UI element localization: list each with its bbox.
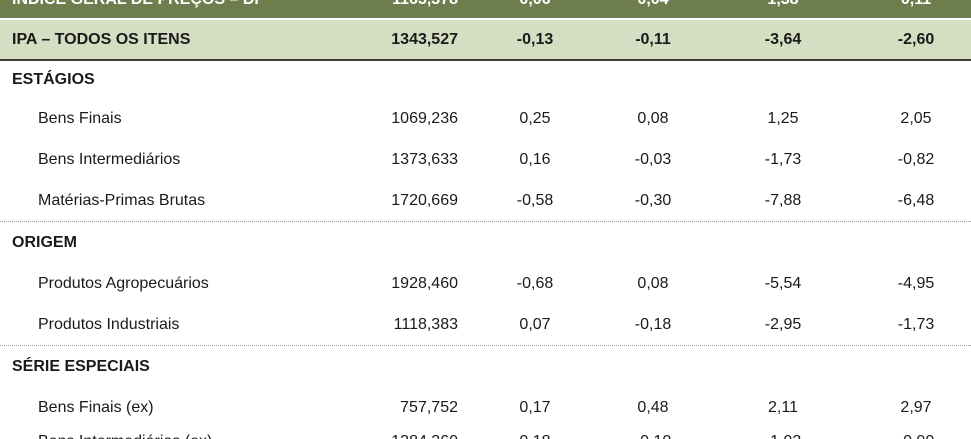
igp-di-row: ÍNDICE GERAL DE PREÇOS – DI 1163,378 0,0…	[0, 0, 971, 18]
variation-col-3: -5,54	[764, 274, 802, 292]
ipa-highlight-band: IPA – TODOS OS ITENS 1343,527 -0,13 -0,1…	[0, 20, 971, 61]
variation-col-2: -0,03	[634, 150, 672, 168]
variation-col-1: -0,68	[516, 274, 554, 292]
row-label: Bens Intermediários (ex)	[0, 433, 323, 439]
variation-col-4: 0,11	[861, 0, 971, 9]
row-label: Produtos Industriais	[38, 315, 180, 333]
index-number: 1343,527	[391, 30, 458, 48]
variation-col-3: -3,64	[764, 30, 802, 48]
variation-col-4: 2,05	[900, 109, 932, 127]
ipa-row: IPA – TODOS OS ITENS 1343,527 -0,13 -0,1…	[0, 20, 971, 59]
variation-col-4: -1,73	[897, 315, 935, 333]
variation-col-2: -0,11	[635, 30, 671, 48]
table-row: Bens Finais (ex) 757,752 0,17 0,48 2,11 …	[0, 387, 971, 428]
variation-col-4: 2,97	[900, 398, 932, 416]
section-title: ESTÁGIOS	[12, 70, 95, 88]
variation-col-4: -4,95	[897, 274, 935, 292]
row-label: Bens Finais	[38, 109, 122, 127]
table-row-partially-cut: Bens Intermediários (ex) 1384,360 0,18 -…	[0, 421, 971, 439]
variation-col-4: -0,82	[897, 150, 935, 168]
section-estagios: ESTÁGIOS Bens Finais 1069,236 0,25 0,08 …	[0, 61, 971, 221]
section-serie-especiais: SÉRIE ESPECIAIS Bens Finais (ex) 757,752…	[0, 345, 971, 439]
section-origem: ORIGEM Produtos Agropecuários 1928,460 -…	[0, 221, 971, 345]
variation-col-1: 0,25	[519, 109, 551, 127]
variation-col-3: -7,88	[764, 191, 802, 209]
table-row: Matérias-Primas Brutas 1720,669 -0,58 -0…	[0, 180, 971, 221]
variation-col-2: 0,04	[598, 0, 708, 9]
igp-di-header-band: ÍNDICE GERAL DE PREÇOS – DI 1163,378 0,0…	[0, 0, 971, 18]
index-number: 1928,460	[391, 274, 458, 292]
variation-col-3: -1,93	[728, 433, 838, 439]
variation-col-4: -6,48	[897, 191, 935, 209]
variation-col-1: 0,07	[519, 315, 551, 333]
variation-col-1: -0,58	[516, 191, 554, 209]
variation-col-3: -2,95	[764, 315, 802, 333]
variation-col-1: 0,17	[519, 398, 551, 416]
index-number: 1720,669	[391, 191, 458, 209]
table-row: Bens Intermediários 1373,633 0,16 -0,03 …	[0, 139, 971, 180]
row-label: IPA – TODOS OS ITENS	[12, 30, 191, 48]
variation-col-2: -0,30	[634, 191, 672, 209]
row-label: Bens Finais (ex)	[38, 398, 154, 416]
variation-col-3: 2,11	[768, 398, 798, 416]
variation-col-1: 0,18	[480, 433, 590, 439]
variation-col-2: -0,10	[598, 433, 708, 439]
variation-col-2: 0,48	[637, 398, 669, 416]
index-number: 1118,383	[393, 315, 458, 333]
variation-col-2: 0,08	[637, 274, 669, 292]
section-title: SÉRIE ESPECIAIS	[0, 345, 971, 387]
variation-col-4: -2,60	[897, 30, 935, 48]
section-title: ORIGEM	[0, 221, 971, 263]
row-label: ÍNDICE GERAL DE PREÇOS – DI	[0, 0, 323, 9]
variation-col-1: 0,06	[480, 0, 590, 9]
variation-col-1: -0,13	[516, 30, 554, 48]
index-number: 757,752	[400, 398, 458, 416]
variation-col-4: -0,90	[861, 433, 971, 439]
row-label: Matérias-Primas Brutas	[38, 191, 206, 209]
variation-col-2: 0,08	[637, 109, 669, 127]
variation-col-3: -1,73	[764, 150, 802, 168]
variation-col-2: -0,18	[634, 315, 672, 333]
table-row: Produtos Agropecuários 1928,460 -0,68 0,…	[0, 263, 971, 304]
table-row: Bens Finais 1069,236 0,25 0,08 1,25 2,05	[0, 98, 971, 139]
variation-col-1: 0,16	[519, 150, 551, 168]
band-separator	[0, 18, 971, 20]
row-label: Bens Intermediários	[38, 150, 181, 168]
table-row: Produtos Industriais 1118,383 0,07 -0,18…	[0, 304, 971, 345]
row-label: Produtos Agropecuários	[38, 274, 209, 292]
variation-col-3: 1,25	[767, 109, 799, 127]
index-number: 1069,236	[391, 109, 458, 127]
index-number: 1163,378	[323, 0, 458, 9]
index-number: 1384,360	[323, 433, 458, 439]
variation-col-3: 1,38	[728, 0, 838, 9]
index-number: 1373,633	[391, 150, 458, 168]
